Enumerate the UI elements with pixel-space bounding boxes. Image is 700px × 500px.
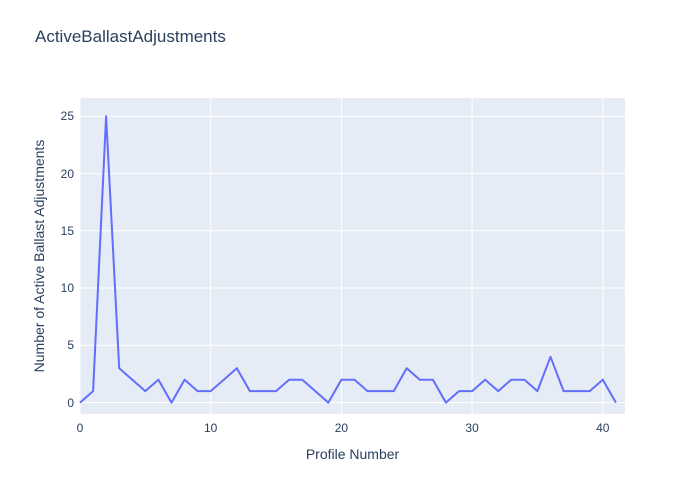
x-tick-label: 40 bbox=[596, 421, 610, 435]
x-axis-title: Profile Number bbox=[305, 446, 400, 462]
y-tick-label: 20 bbox=[60, 166, 74, 181]
plot-area[interactable] bbox=[79, 98, 625, 414]
y-tick-label: 0 bbox=[67, 395, 74, 410]
x-tick-label: 30 bbox=[465, 421, 479, 435]
y-tick-label: 10 bbox=[60, 281, 74, 296]
x-tick-label: 20 bbox=[334, 421, 349, 435]
chart-title: ActiveBallastAdjustments bbox=[35, 27, 226, 46]
line-chart-svg bbox=[79, 98, 625, 414]
y-tick-label: 15 bbox=[60, 223, 74, 238]
x-tick-label: 0 bbox=[76, 421, 84, 435]
y-tick-label: 5 bbox=[67, 338, 74, 353]
data-line-series[interactable] bbox=[79, 115, 617, 404]
x-tick-label: 10 bbox=[204, 421, 218, 435]
y-tick-label: 25 bbox=[60, 109, 74, 124]
